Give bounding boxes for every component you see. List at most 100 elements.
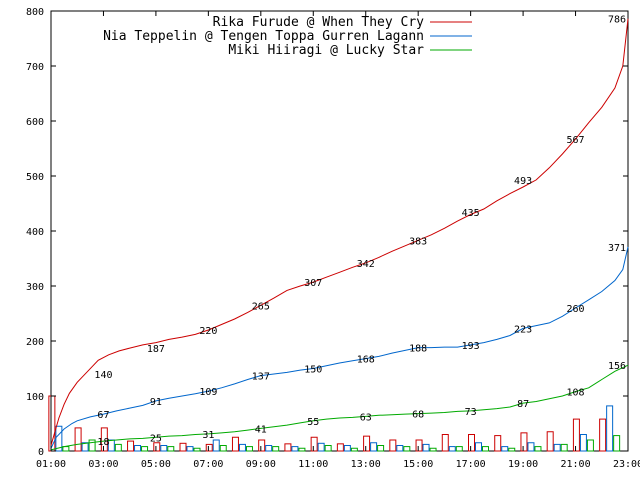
y-tick-label: 700 [26, 62, 44, 73]
data-label: 67 [97, 410, 109, 421]
bar [606, 405, 614, 452]
data-label: 188 [409, 344, 427, 355]
data-label: 383 [409, 236, 427, 247]
bar [343, 445, 351, 452]
bar [245, 446, 253, 452]
plot-frame [50, 10, 629, 452]
x-tick-label: 11:00 [298, 459, 328, 470]
y-tick-label: 200 [26, 337, 44, 348]
bar [81, 442, 89, 452]
bar [429, 447, 437, 452]
bar [482, 446, 490, 452]
x-tick-label: 19:00 [508, 459, 538, 470]
y-tick-label: 100 [26, 392, 44, 403]
bar [258, 439, 266, 452]
data-label: 25 [150, 433, 162, 444]
bar [100, 427, 108, 452]
data-label: 87 [517, 399, 529, 410]
data-label: 493 [514, 176, 532, 187]
bar [179, 442, 187, 452]
bar [599, 418, 607, 452]
data-label: 150 [304, 365, 322, 376]
bar [265, 445, 273, 452]
data-label: 435 [462, 208, 480, 219]
data-label: 342 [357, 259, 375, 270]
bar [153, 442, 161, 452]
y-tick-label: 600 [26, 117, 44, 128]
bar [468, 434, 476, 452]
bar [389, 439, 397, 452]
y-tick-label: 800 [26, 7, 44, 18]
data-label: 307 [304, 278, 322, 289]
bar [441, 434, 449, 452]
bar [475, 442, 483, 452]
bar [553, 443, 561, 452]
bar [298, 447, 306, 452]
bar [160, 445, 168, 452]
bar [494, 435, 502, 452]
data-label: 220 [199, 326, 217, 337]
bar [231, 436, 239, 452]
bar [350, 447, 358, 452]
bar [291, 446, 299, 452]
x-tick-label: 03:00 [88, 459, 118, 470]
legend-label-series-1: Rika Furude @ When They Cry [213, 15, 424, 30]
x-tick-label: 01:00 [36, 459, 66, 470]
data-label: 156 [608, 361, 626, 372]
bar [310, 436, 318, 452]
data-label: 187 [147, 344, 165, 355]
data-label: 63 [360, 412, 372, 423]
legend-label-series-2: Nia Teppelin @ Tengen Toppa Gurren Lagan… [103, 29, 424, 44]
bar [534, 446, 542, 452]
axes: 0 100 200 300 400 500 600 700 800 01:00 03:00 05:00… [26, 7, 640, 470]
data-label: 786 [608, 15, 626, 26]
bar [520, 432, 528, 452]
x-tick-label: 05:00 [141, 459, 171, 470]
data-label: 371 [608, 243, 626, 254]
data-label: 109 [199, 387, 217, 398]
series-lines [50, 18, 629, 451]
bar [193, 447, 201, 452]
bar [127, 440, 135, 452]
bar [415, 439, 423, 452]
y-tick-label: 400 [26, 227, 44, 238]
series-line-2 [50, 246, 629, 449]
legend: Rika Furude @ When They Cry Nia Teppelin… [103, 15, 472, 58]
bar [212, 439, 220, 452]
data-label: 223 [514, 324, 532, 335]
bar [336, 443, 344, 452]
bar [546, 431, 554, 452]
bar [396, 445, 404, 452]
data-label: 140 [94, 370, 112, 381]
x-tick-label: 07:00 [193, 459, 223, 470]
x-tick-label: 09:00 [246, 459, 276, 470]
data-label: 567 [567, 135, 585, 146]
data-label: 260 [567, 304, 585, 315]
bar [62, 446, 70, 452]
bar [272, 446, 280, 452]
bar [455, 446, 463, 452]
y-tick-label: 300 [26, 282, 44, 293]
bar [572, 418, 580, 452]
data-label: 108 [567, 388, 585, 399]
x-tick-label: 15:00 [403, 459, 433, 470]
x-tick-label: 13:00 [351, 459, 381, 470]
bar [377, 445, 385, 452]
bar [560, 443, 568, 452]
bar [508, 447, 516, 452]
bar [527, 442, 535, 452]
data-label: 41 [255, 424, 267, 435]
data-label: 68 [412, 410, 424, 421]
bar [284, 443, 292, 452]
y-tick-label: 0 [38, 447, 44, 458]
bar [324, 445, 332, 452]
data-label: 91 [150, 397, 162, 408]
legend-label-series-3: Miki Hiiragi @ Lucky Star [228, 43, 424, 58]
data-label: 18 [97, 437, 109, 448]
data-labels: 140 187 220 265 307 342 383 435 493 567 786 67 91 109… [94, 15, 626, 448]
hourly-bars [48, 395, 621, 452]
bar [579, 434, 587, 452]
bar [613, 435, 621, 452]
bar [205, 443, 213, 452]
bar [501, 446, 509, 452]
